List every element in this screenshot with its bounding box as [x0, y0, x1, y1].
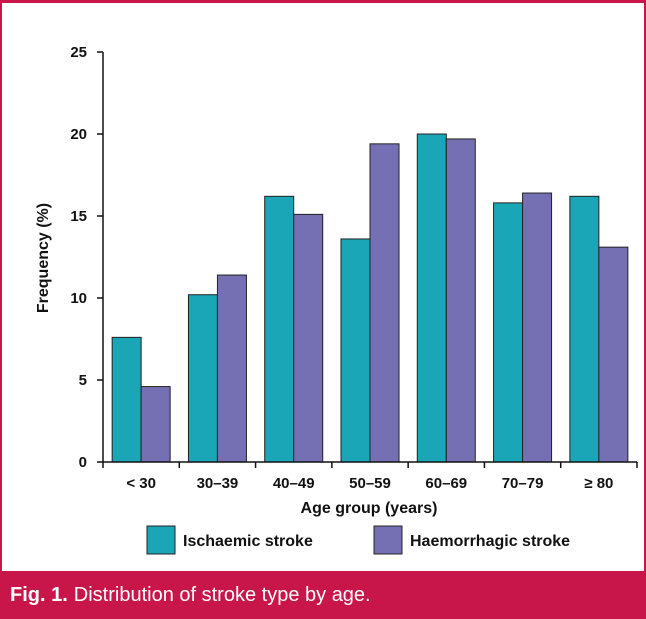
- y-tick-label: 5: [79, 372, 87, 389]
- legend: Ischaemic stroke Haemorrhagic stroke: [146, 525, 570, 555]
- y-tick-label: 25: [70, 44, 87, 61]
- bar-ischaemic-5: [493, 202, 524, 463]
- bar-ischaemic-0: [111, 336, 142, 463]
- bar-ischaemic-6: [569, 195, 600, 463]
- bar-haemorrhagic-0: [140, 386, 171, 463]
- bar-chart: 0 5 10 15 20 25 < 30 30–39 40–49 50–59 60–69 70–79 ≥…: [35, 44, 638, 555]
- x-tick-label: 60–69: [425, 475, 467, 492]
- y-axis-title: Frequency (%): [35, 203, 52, 313]
- legend-swatch-ischaemic: [146, 525, 176, 555]
- bar-haemorrhagic-5: [522, 192, 553, 463]
- bars-group: [111, 133, 629, 463]
- bar-ischaemic-4: [416, 133, 447, 463]
- x-tick-label: 70–79: [502, 475, 544, 492]
- bar-haemorrhagic-2: [293, 213, 324, 463]
- x-tick-label: < 30: [126, 475, 156, 492]
- x-tick-label: 30–39: [197, 475, 239, 492]
- bar-ischaemic-1: [187, 294, 218, 463]
- bar-haemorrhagic-3: [369, 143, 400, 463]
- x-tick-label: 50–59: [349, 475, 391, 492]
- caption-text: Distribution of stroke type by age.: [73, 583, 371, 606]
- y-tick-label: 15: [70, 208, 87, 225]
- figure-caption: Fig. 1. Distribution of stroke type by a…: [0, 571, 646, 619]
- bar-ischaemic-2: [264, 195, 295, 463]
- x-axis-title: Age group (years): [301, 500, 438, 517]
- caption-label: Fig. 1.: [10, 583, 68, 606]
- axes-group: 0 5 10 15 20 25 < 30 30–39 40–49 50–59 60–69 70–79 ≥…: [70, 44, 638, 492]
- legend-swatch-haemorrhagic: [373, 525, 403, 555]
- bar-ischaemic-3: [340, 238, 371, 463]
- y-tick-label: 20: [70, 126, 87, 143]
- y-tick-label: 0: [79, 454, 87, 471]
- legend-label-haemorrhagic: Haemorrhagic stroke: [410, 533, 570, 550]
- x-tick-label: ≥ 80: [584, 475, 613, 492]
- legend-label-ischaemic: Ischaemic stroke: [183, 533, 313, 550]
- x-tick-label: 40–49: [273, 475, 315, 492]
- bar-haemorrhagic-1: [216, 274, 247, 463]
- bar-haemorrhagic-4: [445, 138, 476, 463]
- y-tick-label: 10: [70, 290, 87, 307]
- bar-haemorrhagic-6: [598, 246, 629, 463]
